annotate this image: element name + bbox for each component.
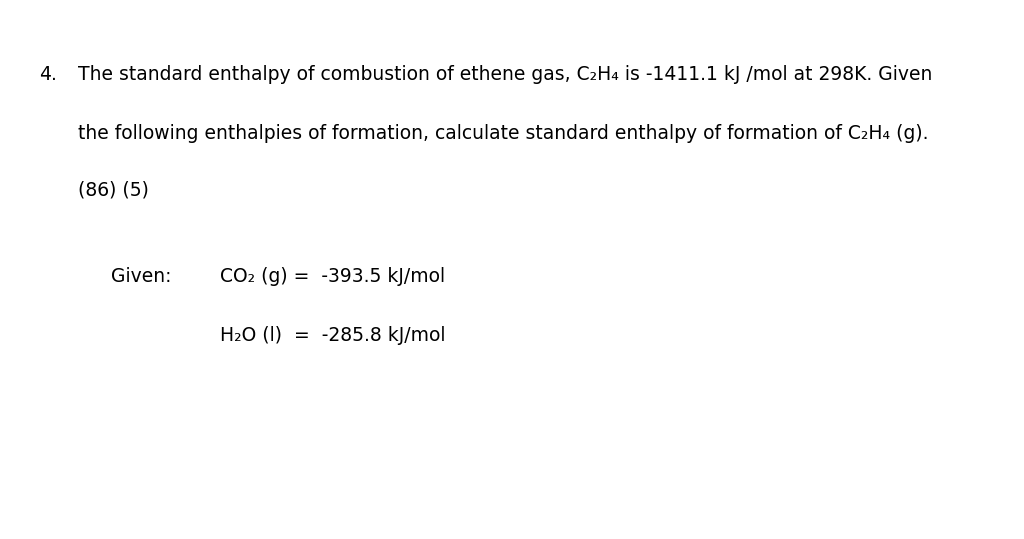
Text: (86) (5): (86) (5) bbox=[78, 181, 148, 199]
Text: CO₂ (g) =  -393.5 kJ/mol: CO₂ (g) = -393.5 kJ/mol bbox=[220, 267, 445, 286]
Text: Given:: Given: bbox=[111, 267, 171, 286]
Text: H₂O (l)  =  -285.8 kJ/mol: H₂O (l) = -285.8 kJ/mol bbox=[220, 326, 445, 345]
Text: the following enthalpies of formation, calculate standard enthalpy of formation : the following enthalpies of formation, c… bbox=[78, 124, 929, 143]
Text: 4.: 4. bbox=[39, 65, 56, 84]
Text: The standard enthalpy of combustion of ethene gas, C₂H₄ is -1411.1 kJ /mol at 29: The standard enthalpy of combustion of e… bbox=[78, 65, 932, 84]
